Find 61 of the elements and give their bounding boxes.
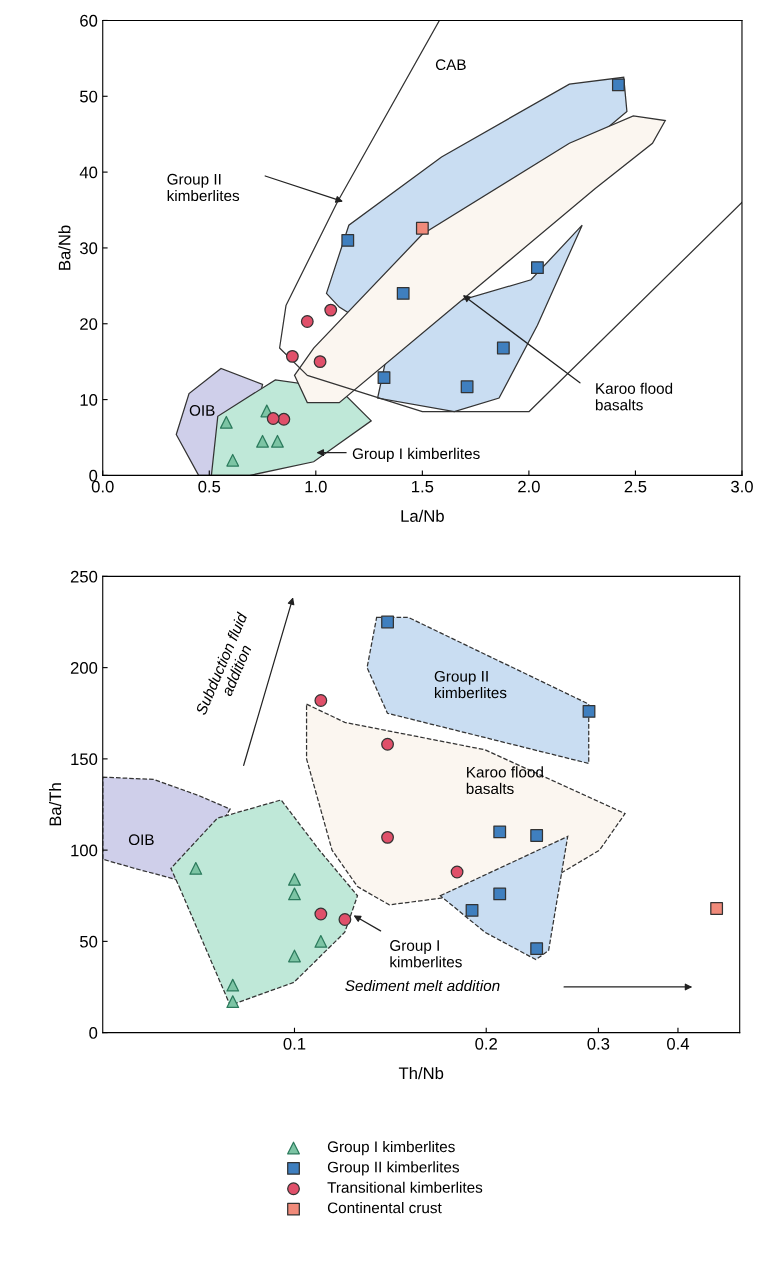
point xyxy=(313,355,327,369)
point xyxy=(324,303,338,317)
y-tick-label: 50 xyxy=(80,935,98,948)
x-tick-label: 1.0 xyxy=(305,480,327,493)
point xyxy=(460,380,474,394)
y-tick-label: 250 xyxy=(70,570,98,583)
point xyxy=(396,286,410,300)
annotation: OIB xyxy=(128,834,154,846)
annotation: Group II kimberlites xyxy=(434,670,507,699)
y-tick-label: 150 xyxy=(71,753,98,766)
x-tick-label: 0.5 xyxy=(198,480,221,493)
legend-label: Continental crust xyxy=(327,1202,442,1214)
point xyxy=(226,453,240,467)
x-axis-title: La/Nb xyxy=(401,509,444,522)
x-axis-title: Th/Nb xyxy=(398,1066,444,1080)
x-tick-label: 0.4 xyxy=(667,1037,690,1050)
x-tick-label: 2.5 xyxy=(624,480,647,493)
annotation: CAB xyxy=(435,59,466,71)
point xyxy=(300,315,314,328)
point xyxy=(341,233,355,247)
annotation: Karoo flood basalts xyxy=(595,382,673,411)
point xyxy=(277,412,291,426)
y-axis-title: Ba/Th xyxy=(48,783,62,826)
x-tick-label: 2.0 xyxy=(518,480,540,493)
x-tick-label: 1.5 xyxy=(412,480,434,493)
point xyxy=(530,261,544,275)
y-tick-label: 0 xyxy=(89,1027,98,1039)
point xyxy=(266,412,280,425)
legend-label: Transitional kimberlites xyxy=(327,1181,483,1193)
x-tick-label: 0.3 xyxy=(587,1037,610,1050)
legend-label: Group II kimberlites xyxy=(327,1161,460,1176)
point xyxy=(611,78,625,92)
annotation: Group II kimberlites xyxy=(167,173,240,202)
annotation: Group I kimberlites xyxy=(390,940,462,968)
y-tick-label: 100 xyxy=(71,844,98,857)
annotation: OIB xyxy=(189,405,215,416)
x-tick-label: 0.1 xyxy=(283,1037,306,1050)
y-tick-label: 40 xyxy=(79,166,98,179)
x-tick-label: 0.2 xyxy=(475,1037,497,1050)
point xyxy=(256,434,269,448)
annotation: Karoo flood basalts xyxy=(466,766,543,795)
legend-label: Group I kimberlites xyxy=(327,1140,455,1156)
point xyxy=(377,371,391,385)
y-tick-label: 50 xyxy=(80,90,98,103)
line-series xyxy=(278,20,742,413)
y-tick-label: 200 xyxy=(70,662,98,674)
point xyxy=(219,415,233,429)
point xyxy=(415,221,429,235)
y-tick-label: 60 xyxy=(80,14,98,27)
annotation: Sediment melt addition xyxy=(345,979,500,992)
x-tick-label: 3.0 xyxy=(731,480,753,493)
annotation: Group I kimberlites xyxy=(352,447,480,463)
point xyxy=(496,341,510,355)
point xyxy=(285,349,299,363)
y-tick-label: 30 xyxy=(79,242,98,255)
y-tick-label: 20 xyxy=(80,318,98,330)
point xyxy=(271,434,284,448)
y-tick-label: 10 xyxy=(80,393,98,406)
y-axis-title: Ba/Nb xyxy=(58,225,71,270)
x-tick-label: 0.0 xyxy=(91,480,114,493)
y-tick-label: 0 xyxy=(89,469,98,482)
